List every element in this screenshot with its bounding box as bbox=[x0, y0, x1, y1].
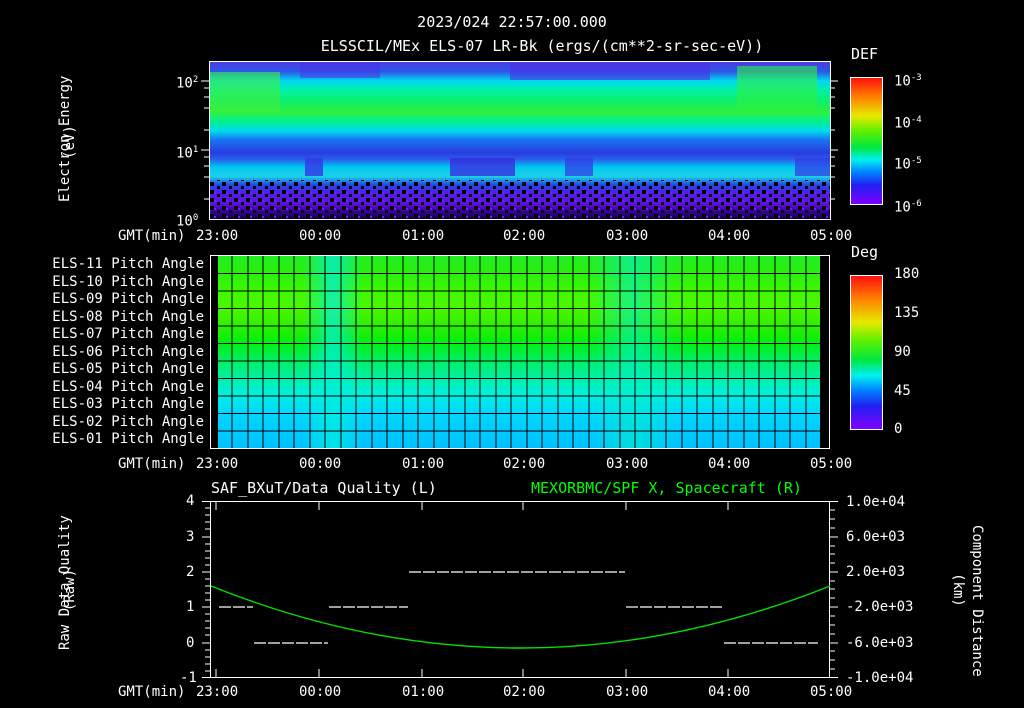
pitch-angle-grid bbox=[218, 256, 820, 448]
distance-ytick-2e3: 2.0e+03 bbox=[846, 564, 906, 580]
spf-x-series bbox=[210, 585, 831, 649]
pitch-xtick-0000: 00:00 bbox=[299, 456, 342, 472]
def-colorbar-tick-1e-4: 10-4 bbox=[894, 115, 922, 132]
distance-axis-label: Component Distance bbox=[969, 525, 985, 677]
energy-xtick-0500: 05:00 bbox=[810, 228, 853, 244]
quality-ytick-3: 3 bbox=[186, 529, 195, 545]
distance-ytick-neg6e3: -6.0e+03 bbox=[846, 635, 914, 651]
pitch-row-label: ELS-11 Pitch Angle bbox=[52, 256, 204, 272]
quality-xtick-0300: 03:00 bbox=[606, 684, 649, 700]
distance-ytick-neg1e4: -1.0e+04 bbox=[846, 670, 914, 686]
pitch-angle-heatmap bbox=[218, 256, 820, 448]
pitch-xtick-0300: 03:00 bbox=[606, 456, 649, 472]
pitch-angle-anomaly-2 bbox=[588, 256, 678, 448]
pitch-panel-frame bbox=[210, 255, 830, 449]
deg-colorbar-tick-180: 180 bbox=[894, 266, 920, 282]
pitch-xtick-2300: 23:00 bbox=[196, 456, 239, 472]
energy-xtick-0100: 01:00 bbox=[402, 228, 445, 244]
quality-axis-unit: (Raw) bbox=[62, 568, 78, 612]
pitch-row-label: ELS-08 Pitch Angle bbox=[52, 308, 204, 325]
energy-ytick-1: 100 bbox=[176, 213, 199, 230]
pitch-angle-anomaly-1 bbox=[303, 256, 363, 448]
def-colorbar-tick-1e-3: 10-3 bbox=[894, 73, 922, 90]
def-colorbar-tick-1e-6: 10-6 bbox=[894, 199, 922, 216]
quality-panel-left-title: SAF_BXuT/Data Quality (L) bbox=[211, 479, 437, 497]
pitch-row-label: ELS-03 Pitch Angle bbox=[52, 396, 204, 412]
quality-ytick-4: 4 bbox=[186, 493, 195, 509]
pitch-xtick-0100: 01:00 bbox=[402, 456, 445, 472]
pitch-xtick-0400: 04:00 bbox=[708, 456, 751, 472]
pitch-row-labels: ELS-11 Pitch Angle ELS-10 Pitch Angle EL… bbox=[40, 256, 204, 449]
pitch-row-label: ELS-02 Pitch Angle bbox=[52, 413, 204, 430]
quality-ytick-2: 2 bbox=[186, 564, 195, 580]
deg-colorbar-tick-0: 0 bbox=[894, 421, 903, 437]
pitch-xaxis-label: GMT(min) bbox=[118, 456, 186, 472]
energy-xaxis-label: GMT(min) bbox=[118, 228, 186, 244]
pitch-row-label: ELS-05 Pitch Angle bbox=[52, 361, 204, 377]
quality-xtick-0500: 05:00 bbox=[810, 684, 853, 700]
plot-timestamp: 2023/024 22:57:00.000 bbox=[417, 13, 607, 31]
energy-xtick-0200: 02:00 bbox=[503, 228, 546, 244]
pitch-row-label: ELS-09 Pitch Angle bbox=[52, 291, 204, 307]
quality-xtick-2300: 23:00 bbox=[196, 684, 239, 700]
quality-ytick-neg1: -1 bbox=[180, 670, 197, 686]
energy-xtick-0400: 04:00 bbox=[708, 228, 751, 244]
distance-ytick-6e3: 6.0e+03 bbox=[846, 529, 906, 545]
energy-spectrogram bbox=[210, 62, 830, 219]
data-quality-series bbox=[219, 571, 818, 644]
energy-ytick-10: 101 bbox=[176, 145, 199, 162]
energy-ytick-100: 102 bbox=[176, 75, 199, 92]
quality-ytick-0: 0 bbox=[186, 635, 195, 651]
def-colorbar-tick-1e-5: 10-5 bbox=[894, 156, 922, 173]
deg-colorbar bbox=[850, 275, 883, 430]
pitch-xtick-0500: 05:00 bbox=[810, 456, 853, 472]
distance-ytick-neg2e3: -2.0e+03 bbox=[846, 599, 914, 615]
deg-colorbar-label: Deg bbox=[851, 243, 879, 261]
def-colorbar-label: DEF bbox=[851, 45, 879, 63]
pitch-row-label: ELS-01 Pitch Angle bbox=[52, 431, 204, 447]
energy-xtick-2300: 23:00 bbox=[196, 228, 239, 244]
pitch-xtick-0200: 02:00 bbox=[503, 456, 546, 472]
quality-panel-right-title: MEXORBMC/SPF X, Spacecraft (R) bbox=[531, 479, 802, 497]
deg-colorbar-tick-135: 135 bbox=[894, 305, 920, 321]
deg-colorbar-tick-90: 90 bbox=[894, 344, 911, 360]
quality-ytick-1: 1 bbox=[186, 599, 195, 615]
pitch-row-label: ELS-10 Pitch Angle bbox=[52, 273, 204, 290]
quality-xtick-0200: 02:00 bbox=[503, 684, 546, 700]
spectrogram-texture bbox=[210, 62, 830, 219]
distance-ytick-1e4: 1.0e+04 bbox=[846, 494, 906, 510]
pitch-row-label: ELS-04 Pitch Angle bbox=[52, 378, 204, 395]
quality-xtick-0400: 04:00 bbox=[708, 684, 751, 700]
pitch-row-label: ELS-06 Pitch Angle bbox=[52, 343, 204, 360]
def-colorbar bbox=[850, 77, 883, 205]
quality-xaxis-label: GMT(min) bbox=[118, 684, 186, 700]
energy-xtick-0300: 03:00 bbox=[606, 228, 649, 244]
quality-xtick-0000: 00:00 bbox=[299, 684, 342, 700]
quality-xtick-0100: 01:00 bbox=[402, 684, 445, 700]
energy-xtick-0000: 00:00 bbox=[299, 228, 342, 244]
distance-axis-unit: (km) bbox=[950, 573, 966, 607]
deg-colorbar-tick-45: 45 bbox=[894, 383, 911, 399]
plot-title: ELSSCIL/MEx ELS-07 LR-Bk (ergs/(cm**2-sr… bbox=[320, 37, 764, 55]
pitch-row-label: ELS-07 Pitch Angle bbox=[52, 326, 204, 342]
energy-panel-frame bbox=[209, 61, 831, 220]
